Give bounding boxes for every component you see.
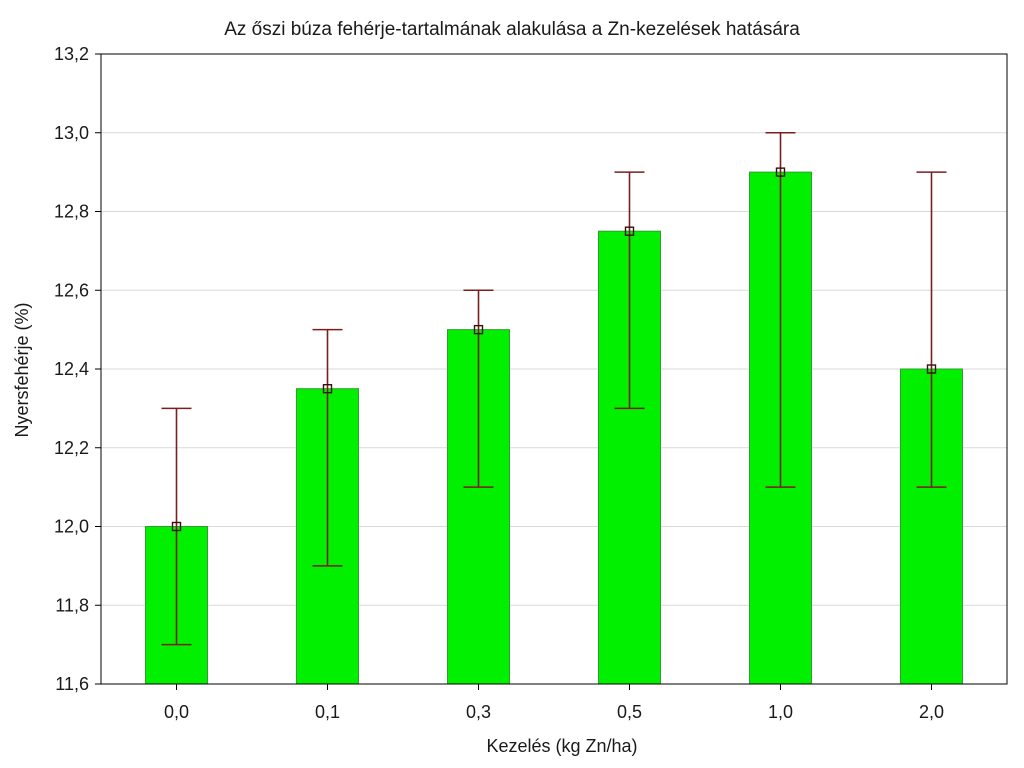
x-axis-label: Kezelés (kg Zn/ha) [486,736,637,756]
y-tick-label-1: 11,8 [55,595,89,615]
x-tick-labels: 0,0 0,1 0,3 0,5 1,0 2,0 [164,702,944,722]
mean-marker-1 [322,383,333,394]
x-tick-label-1: 0,1 [315,702,340,722]
y-tick-label-0: 11,6 [55,674,89,694]
chart-title: Az őszi búza fehérje-tartalmának alakulá… [224,19,800,40]
y-tick-label-7: 13,0 [54,123,89,143]
y-tick-labels: 11,6 11,8 12,0 12,2 12,4 12,6 12,8 13,0 13,2 [54,44,89,694]
mean-marker-4 [775,167,786,177]
x-tick-label-5: 2,0 [919,702,944,722]
mean-marker-0 [171,521,182,532]
axes [95,53,1008,690]
y-tick-label-2: 12,0 [54,517,89,537]
y-tick-label-4: 12,4 [54,359,89,379]
y-tick-label-5: 12,6 [54,280,89,300]
x-tick-label-2: 0,3 [466,702,491,722]
mean-marker-5 [926,364,937,374]
mean-marker-2 [473,324,484,335]
bars [145,171,963,685]
error-bars [161,131,947,646]
x-tick-label-0: 0,0 [164,702,189,722]
y-tick-label-6: 12,8 [54,202,89,222]
x-tick-label-3: 0,5 [617,702,642,722]
y-tick-label-8: 13,2 [54,44,89,64]
mean-marker-3 [624,226,635,236]
y-axis-label: Nyersfehérje (%) [12,302,32,437]
y-tick-label-3: 12,2 [54,438,89,458]
x-tick-label-4: 1,0 [768,702,793,722]
gridlines [101,53,1007,685]
